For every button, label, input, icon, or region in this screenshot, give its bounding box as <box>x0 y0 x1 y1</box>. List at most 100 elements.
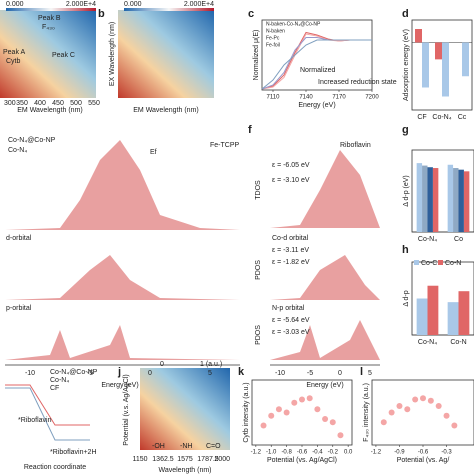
annotation: Ef <box>150 149 157 156</box>
legend-label: Fe-Pc <box>266 35 280 41</box>
legend-label: Co-N₄ <box>8 147 27 154</box>
x-tick-label: -1.2 <box>251 450 262 456</box>
x-axis-label: Potential (vs. Ag/AgCl) <box>267 457 337 464</box>
point <box>404 406 411 413</box>
annotation: Peak A <box>3 49 26 56</box>
point <box>337 432 344 439</box>
x-tick-label: 7170 <box>332 95 346 101</box>
tick-label: 1787.5 <box>197 456 219 463</box>
annotation: Peak C <box>52 52 75 59</box>
dos-area <box>5 255 240 300</box>
y-axis-label: Δ d-p <box>403 290 410 306</box>
legend-swatch <box>438 260 443 265</box>
annotation: Riboflavin <box>340 142 371 149</box>
legend-swatch <box>414 260 419 265</box>
tick-label: 500 <box>70 100 82 107</box>
tick-label: 0 <box>148 370 152 377</box>
bar <box>447 302 459 335</box>
legend-label: Co-N₄@Co-NP <box>8 137 56 144</box>
annotation: ε = -3.10 eV <box>272 177 310 184</box>
x-tick-label: -0.6 <box>418 450 429 456</box>
x-tick-label: -0.8 <box>281 450 292 456</box>
tick-label: 400 <box>34 100 46 107</box>
point <box>329 419 336 426</box>
annotation: ε = -6.05 eV <box>272 162 310 169</box>
tick-label: -10 <box>275 370 285 377</box>
point <box>322 416 329 422</box>
bar <box>458 169 464 232</box>
legend-label: Fe-foil <box>266 42 280 48</box>
y-axis-label: Normalized μ(E) <box>253 30 260 81</box>
point <box>299 396 305 403</box>
dos-area <box>270 255 380 300</box>
bar <box>447 164 454 232</box>
annotation: C=O <box>206 443 221 450</box>
axis-label: PDOS <box>255 325 262 345</box>
x-tick-label: -0.2 <box>328 450 339 456</box>
point <box>268 412 275 419</box>
y-axis-label: Adsorption energy (eV) <box>403 29 410 101</box>
annotation: F₄₃₀ <box>42 24 55 31</box>
tick-label: -5 <box>87 370 93 377</box>
axis-label: EM Wavelength (nm) <box>17 107 82 114</box>
point <box>420 395 426 402</box>
panel-label: f <box>248 124 252 136</box>
x-tick-label: 0.0 <box>344 450 353 456</box>
tick-label: 1362.5 <box>152 456 174 463</box>
bar <box>416 163 423 232</box>
tick-label: 5 <box>208 370 212 377</box>
point <box>275 406 282 413</box>
panel-label: g <box>402 124 409 136</box>
legend-label: Co-N₄@Co-NP <box>50 369 98 376</box>
tick-label: 0 <box>338 370 342 377</box>
annotation: ε = -5.64 eV <box>272 317 310 324</box>
point <box>291 399 298 406</box>
colorbar <box>6 8 96 11</box>
colorbar-label: 2.000E+4 <box>66 1 96 8</box>
axis-label: Wavelength (nm) <box>158 467 211 474</box>
bar <box>427 285 439 335</box>
annotation: N-p orbital <box>272 305 305 312</box>
x-tick-label: -0.6 <box>297 450 308 456</box>
x-tick-label: 7110 <box>267 95 281 101</box>
x-tick-label: Cc <box>458 114 467 121</box>
bar <box>462 42 469 77</box>
line <box>261 39 372 90</box>
colorbar-label: 1 (a.u.) <box>200 361 222 368</box>
x-tick-label: Co-N₄ <box>418 236 437 243</box>
point <box>451 422 458 429</box>
dos-area <box>5 140 240 230</box>
annotation: *Riboflavin <box>18 417 52 424</box>
point <box>388 409 395 416</box>
colorbar-label: 2.000E+4 <box>184 1 214 8</box>
point <box>396 403 403 409</box>
tick-label: 550 <box>88 100 100 107</box>
tick-label: -5 <box>307 370 313 377</box>
texts: b c d f g h j k l Peak B F₄₃₀ Peak A Cyt… <box>3 1 409 474</box>
axis-label: EX Wavelength (nm) <box>109 22 116 86</box>
annotation: Co-d orbital <box>272 235 309 242</box>
x-tick-label: -0.4 <box>312 450 323 456</box>
annotation: Fe-TCPP <box>210 142 240 149</box>
bar <box>415 29 422 43</box>
tick-label: 350 <box>16 100 28 107</box>
point <box>412 396 419 403</box>
x-tick-label: Co <box>454 236 463 243</box>
plot-frame <box>251 379 353 446</box>
tick-label: -10 <box>25 370 35 377</box>
x-tick-label: -0.9 <box>394 450 405 456</box>
y-axis-label: Cytb intensity (a.u.) <box>243 382 250 442</box>
tick-label: 450 <box>52 100 64 107</box>
colorbar <box>124 8 214 11</box>
annotation: p-orbital <box>6 305 32 312</box>
bar <box>422 42 429 88</box>
legend-label: Co-N <box>445 260 461 267</box>
x-tick-label: CF <box>417 114 426 121</box>
axis-label: Potential (v.s. Ag/AgCl) <box>123 374 130 445</box>
annotation: Normalized <box>300 67 336 74</box>
energy-path <box>5 387 90 441</box>
point <box>283 409 290 416</box>
x-axis-label: Potential (vs. Ag/ <box>397 457 450 464</box>
bar <box>442 42 449 97</box>
plot-frame <box>371 379 474 446</box>
